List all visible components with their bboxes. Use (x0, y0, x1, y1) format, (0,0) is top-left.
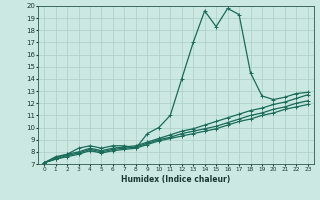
X-axis label: Humidex (Indice chaleur): Humidex (Indice chaleur) (121, 175, 231, 184)
